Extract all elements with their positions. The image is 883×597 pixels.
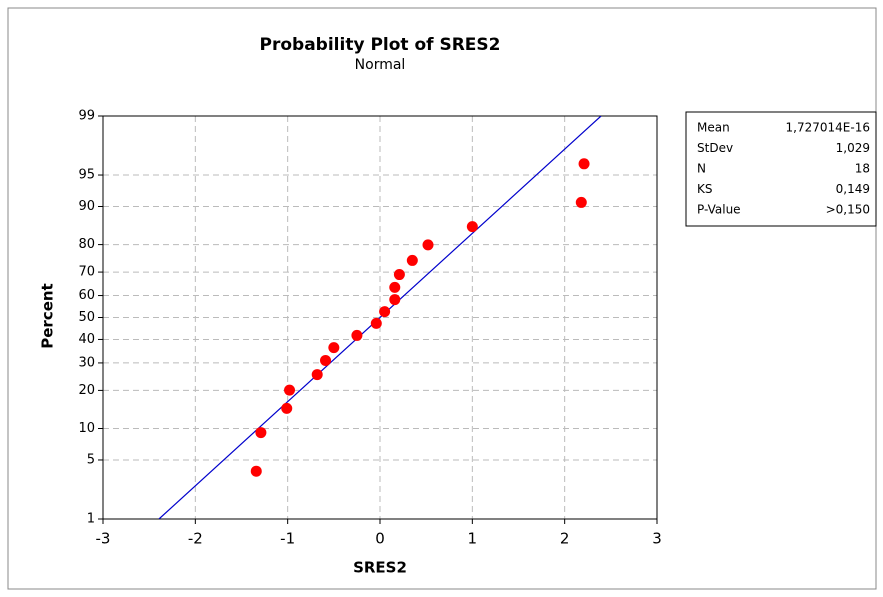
- x-tick-label: 0: [375, 530, 385, 548]
- data-point: [255, 427, 267, 439]
- stat-name: P-Value: [697, 203, 741, 217]
- data-point: [379, 306, 391, 318]
- data-point: [250, 465, 262, 477]
- stat-name: KS: [697, 182, 713, 196]
- data-point: [393, 269, 405, 281]
- stat-name: N: [697, 162, 706, 176]
- data-point: [281, 402, 293, 414]
- y-tick-label: 70: [78, 265, 95, 280]
- y-tick-label: 20: [78, 383, 95, 398]
- data-point: [575, 196, 587, 208]
- data-point: [389, 281, 401, 293]
- stat-value: 18: [855, 162, 870, 176]
- stat-value: 0,149: [836, 182, 870, 196]
- y-tick-label: 50: [78, 310, 95, 325]
- y-tick-label: 90: [78, 199, 95, 214]
- x-tick-label: -3: [96, 530, 111, 548]
- stat-value: 1,029: [836, 141, 870, 155]
- data-point: [311, 369, 323, 381]
- data-point: [466, 221, 478, 233]
- x-tick-label: 1: [468, 530, 478, 548]
- x-tick-label: 2: [560, 530, 570, 548]
- y-tick-label: 30: [78, 355, 95, 370]
- data-point: [578, 158, 590, 170]
- data-point: [422, 239, 434, 251]
- y-tick-label: 5: [87, 452, 95, 467]
- x-tick-label: -2: [188, 530, 203, 548]
- stat-value: >0,150: [826, 203, 870, 217]
- chart-title: Probability Plot of SRES2: [260, 35, 501, 55]
- x-tick-label: -1: [280, 530, 295, 548]
- chart-subtitle: Normal: [355, 57, 406, 73]
- data-point: [406, 254, 418, 266]
- stats-box: [685, 111, 877, 227]
- stat-name: StDev: [697, 141, 733, 155]
- y-axis-label: Percent: [39, 283, 57, 348]
- plot-area: [102, 115, 658, 520]
- y-tick-label: 60: [78, 288, 95, 303]
- data-point: [389, 294, 401, 306]
- data-point: [370, 317, 382, 329]
- y-tick-label: 10: [78, 421, 95, 436]
- data-point: [328, 342, 340, 354]
- fit-line: [158, 116, 602, 519]
- stat-value: 1,727014E-16: [786, 121, 870, 135]
- x-axis-label: SRES2: [353, 559, 407, 577]
- y-tick-label: 80: [78, 237, 95, 252]
- y-tick-label: 1: [87, 512, 95, 527]
- x-tick-label: 3: [652, 530, 662, 548]
- data-point: [351, 329, 363, 341]
- data-point: [284, 384, 296, 396]
- y-tick-label: 95: [78, 168, 95, 183]
- data-point: [320, 354, 332, 366]
- y-tick-label: 99: [78, 109, 95, 124]
- stat-name: Mean: [697, 121, 730, 135]
- y-tick-label: 40: [78, 332, 95, 347]
- frame: [7, 7, 877, 590]
